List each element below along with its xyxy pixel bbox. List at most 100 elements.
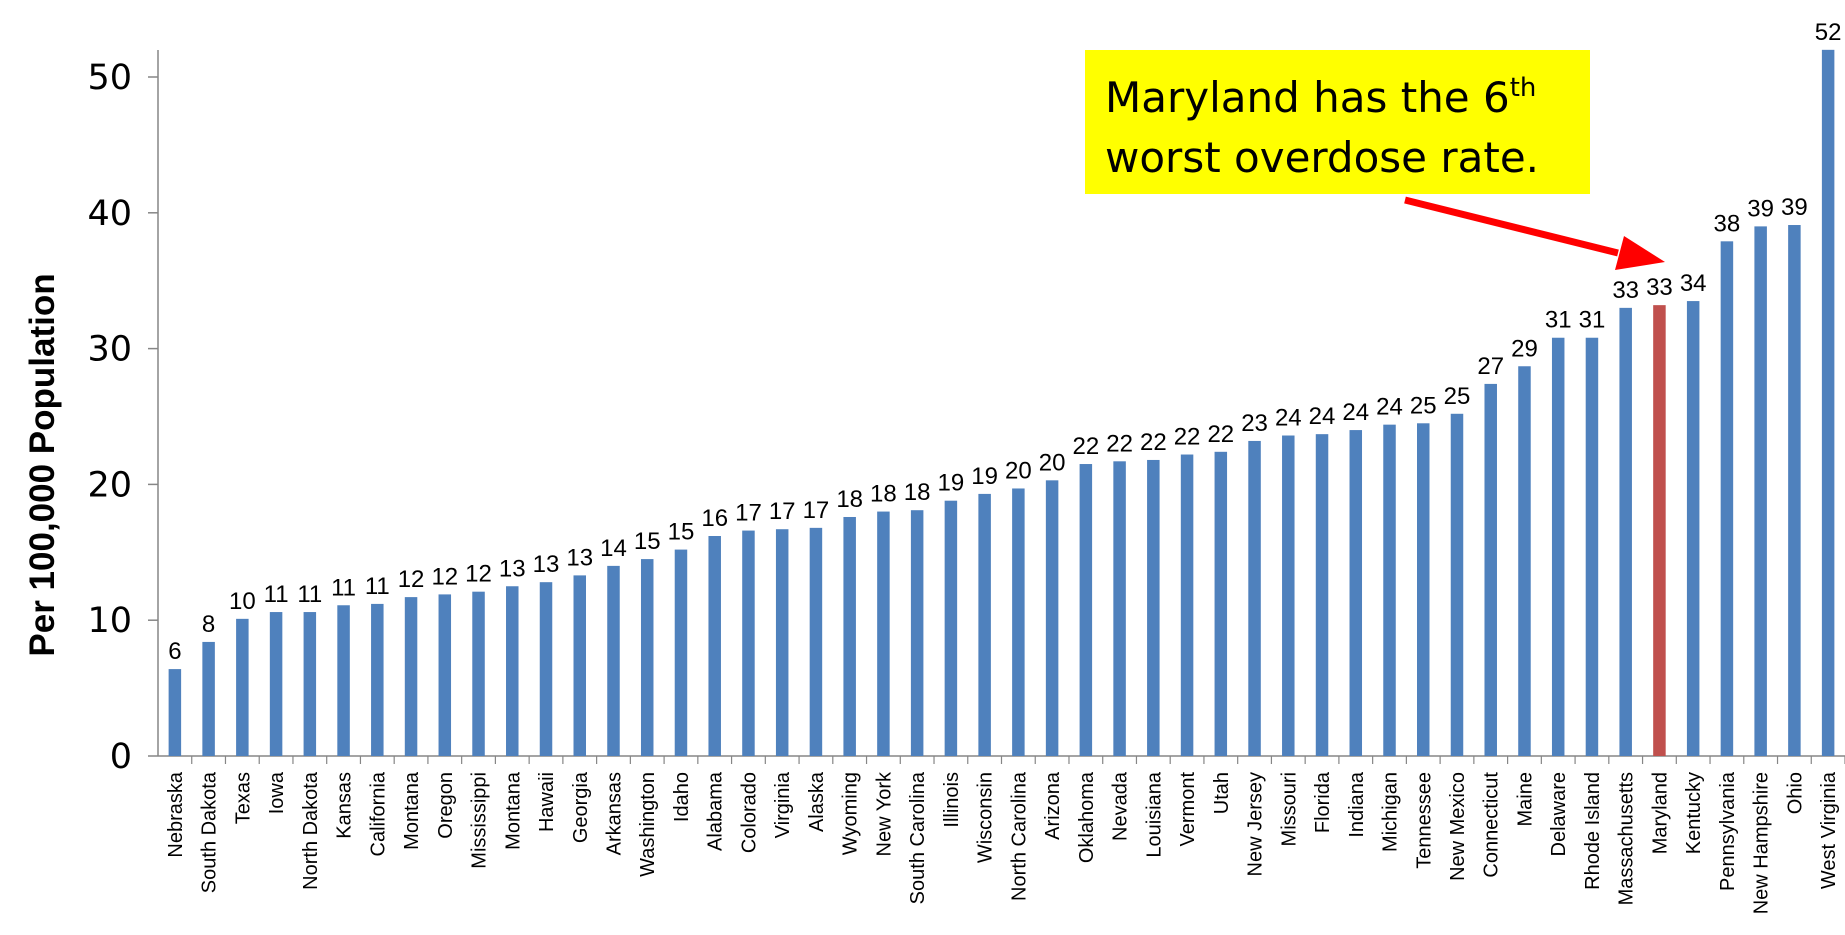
bar	[1180, 454, 1194, 756]
bar	[910, 510, 924, 756]
value-label: 12	[398, 566, 425, 593]
bar	[1518, 366, 1531, 756]
annotation-arrow-head	[1615, 236, 1665, 270]
x-tick-label: New Hampshire	[1751, 772, 1773, 914]
y-tick-label: 50	[87, 58, 132, 98]
value-label: 15	[668, 519, 695, 546]
value-label: 33	[1612, 277, 1639, 304]
bar	[1720, 241, 1734, 756]
value-label: 22	[1106, 430, 1133, 457]
value-label: 18	[836, 486, 863, 513]
value-label: 24	[1342, 399, 1369, 426]
x-tick-label: Kentucky	[1683, 772, 1705, 854]
y-axis-label: Per 100,000 Population	[23, 273, 62, 656]
value-label: 20	[1039, 449, 1066, 476]
x-tick-label: Kansas	[334, 772, 356, 839]
bar	[944, 500, 958, 756]
value-label: 17	[803, 497, 830, 524]
bar	[640, 559, 654, 756]
bar	[674, 549, 688, 756]
value-label: 29	[1511, 335, 1538, 362]
x-tick-label: California	[367, 771, 389, 856]
x-tick-label: Alaska	[806, 771, 828, 832]
bar	[1754, 226, 1767, 756]
value-label: 13	[533, 551, 560, 578]
value-label: 18	[904, 479, 931, 506]
bar	[1551, 337, 1565, 756]
callout-line-1: Maryland has the 6	[1105, 73, 1510, 122]
bar	[809, 527, 823, 756]
value-label: 24	[1275, 405, 1302, 432]
bar	[573, 575, 586, 756]
value-label: 10	[229, 588, 256, 615]
value-label: 33	[1646, 274, 1673, 301]
bar	[269, 612, 283, 756]
x-tick-label: South Carolina	[907, 771, 929, 904]
value-label: 16	[701, 505, 728, 532]
bar	[1012, 488, 1025, 756]
x-tick-label: Colorado	[738, 772, 760, 853]
x-tick-label: Ohio	[1784, 772, 1806, 814]
x-tick-label: Utah	[1211, 772, 1233, 814]
x-tick-label: Massachusetts	[1616, 772, 1638, 905]
value-label: 31	[1579, 307, 1606, 334]
x-tick-label: Vermont	[1177, 772, 1199, 847]
x-tick-label: Idaho	[671, 772, 693, 822]
bar	[1349, 430, 1363, 756]
value-label: 13	[566, 544, 593, 571]
value-label: 24	[1309, 403, 1336, 430]
value-label: 23	[1241, 410, 1268, 437]
bar	[775, 529, 789, 756]
x-tick-label: Washington	[637, 772, 659, 877]
x-tick-label: Rhode Island	[1582, 772, 1604, 890]
value-label: 12	[431, 563, 458, 590]
x-tick-label: West Virginia	[1818, 771, 1840, 889]
value-label: 39	[1781, 194, 1808, 221]
y-tick-label: 0	[110, 737, 132, 777]
x-tick-label: Texas	[232, 772, 254, 824]
y-axis: 0 10 20 30 40 50	[87, 50, 1845, 777]
x-tick-label: Maryland	[1649, 772, 1671, 854]
bar	[1450, 413, 1464, 756]
value-label: 12	[465, 561, 492, 588]
bar	[337, 605, 350, 756]
bar	[438, 594, 452, 756]
x-tick-label: Nebraska	[165, 771, 187, 857]
value-label: 22	[1207, 421, 1234, 448]
x-tick-label: Nevada	[1110, 771, 1132, 841]
bar	[472, 591, 485, 756]
value-label: 13	[499, 555, 526, 582]
value-label: 52	[1815, 19, 1842, 46]
bar	[236, 618, 249, 756]
bar	[742, 530, 755, 756]
bar	[1585, 337, 1599, 756]
x-tick-label: Arkansas	[603, 772, 625, 855]
bar	[1045, 480, 1059, 756]
x-tick-label: North Dakota	[300, 771, 322, 890]
value-label: 39	[1747, 195, 1774, 222]
x-tick-label: Michigan	[1380, 772, 1402, 852]
value-label: 25	[1444, 383, 1471, 410]
value-label: 11	[264, 581, 289, 608]
bar	[1653, 305, 1666, 756]
x-tick-label: Indiana	[1346, 771, 1368, 837]
x-tick-label: Missouri	[1278, 772, 1300, 846]
value-label: 24	[1376, 394, 1403, 421]
x-tick-label: Arizona	[1042, 771, 1064, 840]
x-tick-label: Virginia	[772, 771, 794, 838]
value-label: 11	[365, 573, 390, 600]
value-label: 20	[1005, 457, 1032, 484]
callout-superscript: th	[1509, 73, 1537, 103]
value-label: 22	[1174, 424, 1201, 451]
value-label: 25	[1410, 392, 1437, 419]
value-label: 22	[1140, 429, 1167, 456]
bar	[506, 586, 519, 756]
x-tick-label: Delaware	[1548, 772, 1570, 856]
bar	[1079, 464, 1093, 756]
x-tick-label: Oklahoma	[1076, 771, 1098, 863]
value-label: 8	[202, 611, 215, 638]
x-tick-label: Alabama	[705, 771, 727, 851]
x-tick-label: Wisconsin	[975, 772, 997, 863]
bar	[1315, 434, 1329, 756]
